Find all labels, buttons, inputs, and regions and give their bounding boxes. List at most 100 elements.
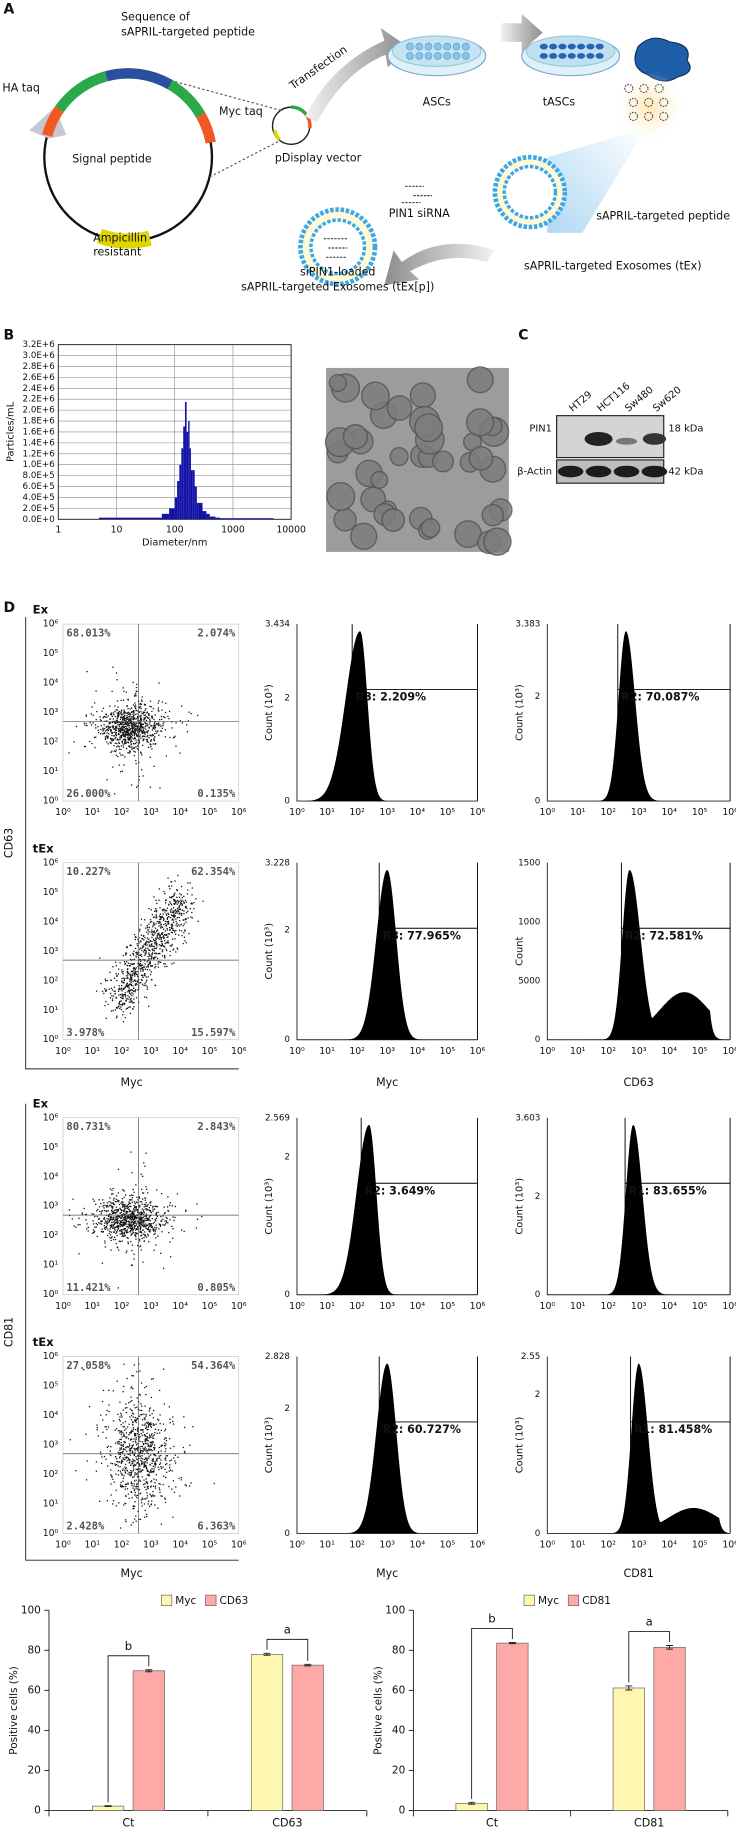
event-dot (149, 1215, 151, 1217)
event-dot (132, 1212, 134, 1214)
event-dot (144, 973, 146, 975)
event-dot (115, 1219, 117, 1222)
event-dot (153, 1468, 155, 1470)
event-dot (136, 1201, 138, 1204)
event-dot (83, 745, 86, 748)
event-dot (131, 1386, 133, 1388)
event-dot (140, 924, 142, 926)
event-dot (150, 1211, 153, 1214)
event-dot (139, 720, 141, 722)
event-dot (160, 1445, 162, 1448)
event-dot (124, 1449, 126, 1451)
event-dot (141, 937, 143, 940)
event-dot (131, 1450, 134, 1453)
legend-swatch (205, 1594, 217, 1606)
event-dot (122, 1204, 124, 1207)
event-dot (114, 1226, 116, 1229)
y-tick-label: 10⁰ (43, 796, 59, 807)
cell-spot (443, 42, 451, 51)
event-dot (111, 690, 113, 693)
event-dot (145, 1188, 148, 1190)
event-dot (151, 1227, 154, 1229)
event-dot (130, 974, 132, 976)
cell-spot (558, 43, 567, 50)
event-dot (118, 721, 120, 723)
event-dot (102, 707, 105, 709)
event-dot (144, 996, 146, 998)
event-dot (124, 996, 127, 998)
event-dot (124, 1205, 126, 1207)
x-tick-label: 10⁶ (722, 1301, 736, 1312)
event-dot (131, 746, 133, 748)
event-dot (109, 997, 112, 999)
event-dot (135, 1209, 137, 1211)
event-dot (114, 737, 117, 739)
event-dot (141, 967, 143, 969)
event-dot (100, 1453, 102, 1455)
event-dot (119, 1455, 121, 1458)
cell-spot (576, 52, 586, 59)
event-dot (137, 938, 139, 941)
event-dot (150, 955, 153, 957)
event-dot (188, 711, 190, 713)
event-dot (115, 1242, 117, 1245)
event-dot (131, 973, 134, 975)
event-dot (121, 1209, 123, 1211)
event-dot (78, 1217, 80, 1219)
annotation: Ampicillin (93, 232, 147, 245)
event-dot (131, 1399, 133, 1402)
event-dot (126, 715, 128, 717)
x-tick-label: 10⁰ (55, 1540, 71, 1551)
event-dot (126, 1207, 128, 1210)
event-dot (158, 925, 160, 927)
event-dot (162, 1483, 164, 1486)
event-dot (106, 1222, 108, 1224)
event-dot (130, 1414, 133, 1417)
event-dot (179, 720, 182, 722)
event-dot (153, 1434, 155, 1436)
event-dot (128, 1471, 130, 1474)
event-dot (130, 983, 132, 986)
event-dot (169, 1464, 171, 1466)
event-dot (108, 988, 110, 990)
event-dot (121, 1217, 123, 1219)
event-dot (122, 739, 125, 741)
event-dot (120, 1448, 122, 1450)
event-dot (110, 1204, 112, 1207)
event-dot (151, 1413, 153, 1415)
vesicle (481, 503, 505, 527)
event-dot (112, 1390, 114, 1392)
event-dot (173, 903, 176, 905)
event-dot (147, 1192, 149, 1194)
event-dot (150, 1396, 153, 1399)
event-dot (106, 716, 108, 718)
event-dot (133, 1476, 135, 1478)
event-dot (169, 1219, 171, 1221)
event-dot (134, 751, 137, 753)
event-dot (125, 717, 127, 720)
event-dot (144, 704, 147, 706)
event-dot (133, 968, 136, 970)
event-dot (123, 1448, 125, 1450)
event-dot (160, 938, 162, 941)
event-dot (140, 710, 142, 713)
quadrant-label: 15.597% (191, 1027, 236, 1039)
event-dot (148, 713, 150, 715)
event-dot (119, 1470, 122, 1472)
event-dot (153, 924, 155, 926)
histogram-bar (169, 508, 175, 520)
event-dot (116, 1220, 119, 1222)
event-dot (120, 1211, 122, 1214)
event-dot (183, 895, 185, 897)
event-dot (126, 998, 128, 1000)
event-dot (120, 716, 123, 718)
x-tick-label: 10² (114, 1301, 130, 1312)
event-dot (122, 1021, 125, 1023)
event-dot (129, 1416, 131, 1418)
x-tick-label: 10⁵ (692, 1301, 708, 1312)
event-dot (123, 1475, 125, 1477)
event-dot (163, 1206, 165, 1208)
event-dot (134, 1435, 136, 1437)
event-dot (133, 958, 136, 960)
event-dot (132, 1213, 135, 1215)
